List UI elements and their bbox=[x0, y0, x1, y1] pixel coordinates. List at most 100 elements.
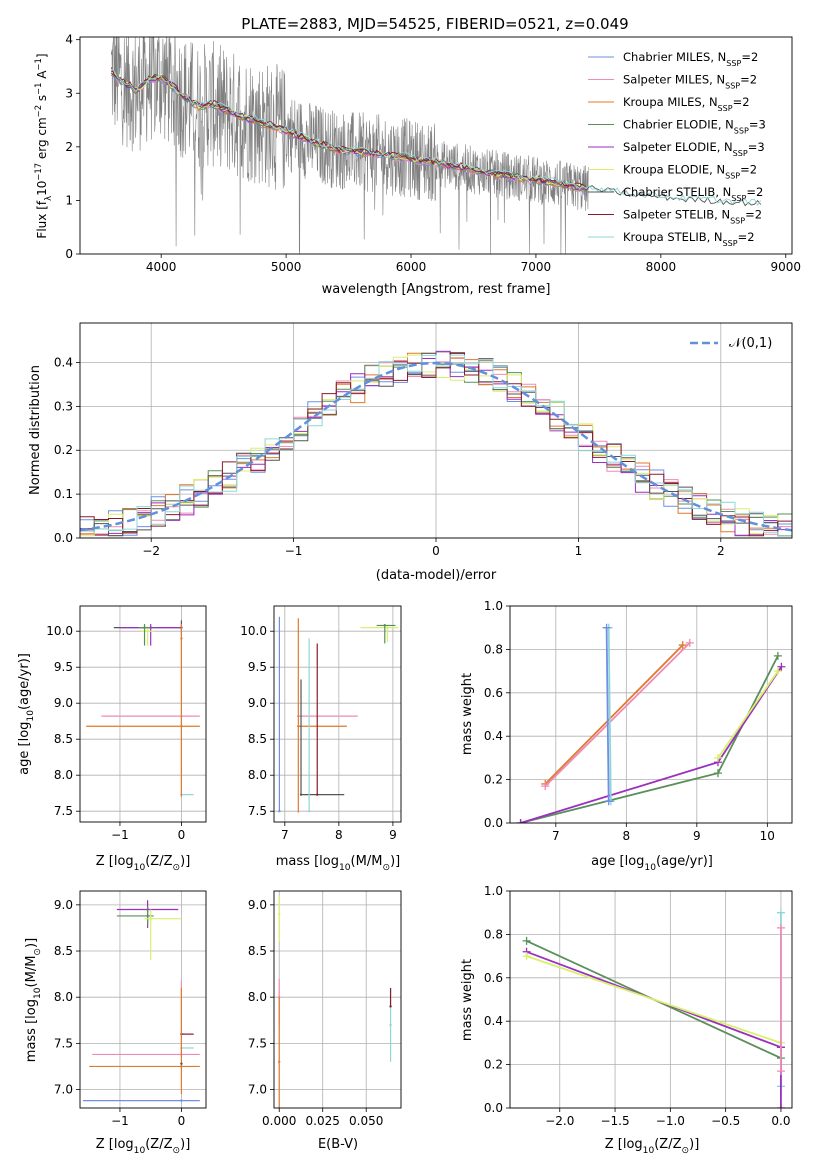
x-tick-label: 2 bbox=[717, 544, 725, 558]
plus-marker bbox=[777, 662, 786, 671]
y-tick-label: 0.2 bbox=[484, 773, 503, 787]
plus-marker bbox=[713, 753, 722, 762]
y-tick-label: 0.4 bbox=[54, 355, 73, 369]
y-tick-label: 0.0 bbox=[484, 816, 503, 830]
axes-mass_weight_vs_Z: −2.0 −1.5 −1.0 −0.5 0.0 0.0 0.2 0.4 0.6 0.8 1.0 Z [… bbox=[460, 884, 793, 1156]
histogram-salpeter_stelib bbox=[80, 352, 792, 537]
series-line-kroupa_stelib bbox=[607, 627, 612, 802]
plot-area-mass_weight_vs_Z bbox=[522, 908, 785, 1108]
data-point bbox=[316, 793, 319, 796]
y-tick-label: 1.0 bbox=[484, 599, 503, 613]
x-tick-label: −1.5 bbox=[600, 1114, 629, 1128]
axes-age_vs_mass: 7 8 9 7.5 8.0 8.5 9.0 9.5 10.0 mass [log10(M/M⊙)] bbox=[240, 605, 402, 873]
x-tick-label: 0 bbox=[432, 544, 440, 558]
series-line-chabrier_miles bbox=[605, 627, 610, 802]
legend-label: Chabrier STELIB, NSSP=2 bbox=[623, 185, 763, 203]
plot-area-age_vs_Z bbox=[86, 620, 200, 797]
y-tick-label: 7.5 bbox=[248, 804, 267, 818]
y-tick-label: 8.0 bbox=[248, 768, 267, 782]
x-tick-label: 0 bbox=[178, 1114, 186, 1128]
y-tick-label: 7.5 bbox=[54, 1036, 73, 1050]
plus-marker bbox=[776, 1104, 785, 1108]
plus-marker bbox=[678, 641, 687, 650]
plus-marker bbox=[522, 952, 531, 961]
x-axis-label: age [log10(age/yr)] bbox=[591, 854, 713, 873]
legend-label: Salpeter ELODIE, NSSP=3 bbox=[623, 140, 765, 158]
y-tick-label: 7.5 bbox=[248, 1036, 267, 1050]
series-line-kroupa_elodie bbox=[717, 670, 779, 759]
x-tick-label: 8 bbox=[335, 828, 343, 842]
x-axis-label: mass [log10(M/M⊙)] bbox=[276, 854, 400, 873]
axes-frame bbox=[79, 890, 207, 1109]
axes-frame bbox=[79, 36, 793, 255]
plus-marker bbox=[522, 936, 531, 945]
x-tick-label: −2.0 bbox=[545, 1114, 574, 1128]
axes-frame bbox=[509, 605, 793, 824]
y-tick-label: 9.0 bbox=[248, 898, 267, 912]
legend-label: Chabrier MILES, NSSP=2 bbox=[623, 50, 758, 68]
data-point bbox=[383, 624, 386, 627]
plus-marker bbox=[541, 782, 550, 791]
data-point bbox=[307, 810, 311, 813]
axes-frame bbox=[79, 605, 207, 823]
y-tick-label: 10.0 bbox=[240, 624, 267, 638]
data-point bbox=[180, 1062, 183, 1065]
model-line-kroupa_stelib bbox=[110, 68, 762, 206]
y-axis-label: Flux [fλ10−17 erg cm−2 s−1 A−1] bbox=[33, 53, 53, 238]
data-point bbox=[278, 1060, 281, 1064]
y-tick-label: 8.5 bbox=[248, 732, 267, 746]
y-tick-label: 8.0 bbox=[248, 990, 267, 1004]
axes-age_vs_Z: −1 0 7.5 8.0 8.5 9.0 9.5 10.0 Z [log10(Z/Z⊙)] age… bbox=[17, 605, 207, 873]
series-line-salpeter_elodie bbox=[520, 666, 783, 823]
axes-frame bbox=[509, 890, 793, 1109]
y-axis-label: Normed distribution bbox=[28, 365, 43, 495]
plus-marker bbox=[776, 1067, 785, 1076]
data-point bbox=[143, 626, 146, 629]
x-axis-label: E(B-V) bbox=[318, 1137, 358, 1152]
y-axis-label: mass [log10(M/M⊙)] bbox=[24, 938, 43, 1062]
plot-area-mass_vs_ebv bbox=[278, 895, 392, 1108]
normal-curve bbox=[80, 361, 792, 532]
y-tick-label: 8.0 bbox=[54, 990, 73, 1004]
y-tick-label: 3 bbox=[65, 86, 73, 100]
plus-marker bbox=[773, 651, 782, 660]
series-line-chabrier_elodie bbox=[520, 655, 779, 823]
x-tick-label: 7 bbox=[281, 828, 289, 842]
y-tick-label: 0 bbox=[65, 247, 73, 261]
y-tick-label: 0.2 bbox=[54, 443, 73, 457]
y-tick-label: 1 bbox=[65, 193, 73, 207]
x-axis-label: Z [log10(Z/Z⊙)] bbox=[605, 1137, 700, 1156]
legend-label: Kroupa ELODIE, NSSP=2 bbox=[623, 163, 757, 181]
y-tick-label: 0.4 bbox=[484, 729, 503, 743]
data-point bbox=[389, 1023, 392, 1027]
y-tick-label: 10.0 bbox=[46, 624, 73, 638]
data-point bbox=[149, 917, 152, 920]
axes-mass_weight_vs_age: 7 8 9 10 0.0 0.2 0.4 0.6 0.8 1.0 age [log10(age/yr… bbox=[460, 599, 793, 873]
x-tick-label: 0.050 bbox=[349, 1114, 383, 1128]
y-tick-label: 9.5 bbox=[54, 660, 73, 674]
plots-group: 4000 5000 6000 7000 8000 900001234wavelength … bbox=[17, 33, 801, 1156]
axes-frame bbox=[79, 322, 793, 539]
y-tick-label: 0.8 bbox=[484, 927, 503, 941]
x-tick-label: 8000 bbox=[646, 260, 677, 274]
axes-mass_vs_ebv: 0.000 0.025 0.050 7.0 7.5 8.0 8.5 9.0 E(B-V) bbox=[248, 890, 402, 1152]
x-axis-label: (data-model)/error bbox=[376, 568, 497, 583]
x-tick-label: −1.0 bbox=[656, 1114, 685, 1128]
x-tick-label: 5000 bbox=[271, 260, 302, 274]
x-tick-label: 0.000 bbox=[262, 1114, 296, 1128]
plot-area-mass_vs_Z bbox=[83, 900, 200, 1102]
plus-marker bbox=[773, 667, 782, 676]
x-tick-label: 7 bbox=[552, 829, 560, 843]
x-axis-label: wavelength [Angstrom, rest frame] bbox=[322, 282, 551, 297]
series-line-kroupa_elodie bbox=[526, 955, 782, 1044]
y-tick-label: 7.0 bbox=[54, 1083, 73, 1097]
y-tick-label: 9.5 bbox=[248, 660, 267, 674]
axes-frame bbox=[273, 890, 402, 1109]
figure-title: PLATE=2883, MJD=54525, FIBERID=0521, z=0… bbox=[241, 15, 628, 33]
legend-label: Salpeter MILES, NSSP=2 bbox=[623, 73, 757, 91]
data-point bbox=[297, 725, 300, 728]
x-axis-label: Z [log10(Z/Z⊙)] bbox=[96, 854, 191, 873]
plus-marker bbox=[516, 819, 525, 823]
legend-label: Salpeter STELIB, NSSP=2 bbox=[623, 208, 762, 226]
